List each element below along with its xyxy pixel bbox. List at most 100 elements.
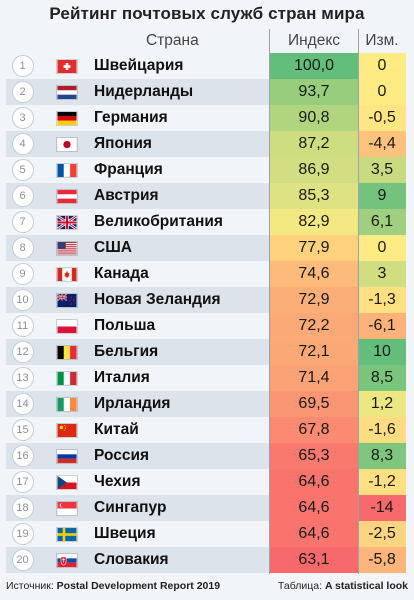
flag-france-icon bbox=[54, 157, 80, 183]
flag-italy-icon bbox=[54, 365, 80, 391]
index-value: 67,8 bbox=[269, 417, 359, 443]
country-name: Чехия bbox=[94, 473, 141, 490]
table-row: 7 Великобритания 82,9 6,1 bbox=[6, 209, 406, 235]
table-row: 20 Словакия 63,1 -5,8 bbox=[6, 547, 406, 573]
flag-singapore-icon bbox=[54, 495, 80, 521]
index-value: 71,4 bbox=[269, 365, 359, 391]
index-value: 100,0 bbox=[269, 53, 359, 79]
change-value: 1,2 bbox=[358, 391, 406, 417]
country-name: Канада bbox=[94, 265, 149, 282]
change-value: 8,3 bbox=[358, 443, 406, 469]
table-row: 10 Новая Зеландия 72,9 -1,3 bbox=[6, 287, 406, 313]
table-value: A statistical look bbox=[324, 580, 408, 592]
index-value: 85,3 bbox=[269, 183, 359, 209]
rank-cell: 3 bbox=[6, 105, 39, 131]
country-name: Швейцария bbox=[94, 57, 184, 74]
change-value: 8,5 bbox=[358, 365, 406, 391]
flag-united-kingdom-icon bbox=[54, 209, 80, 235]
rank-cell: 13 bbox=[6, 365, 39, 391]
index-value: 64,6 bbox=[269, 469, 359, 495]
change-value: -2,5 bbox=[358, 521, 406, 547]
rank-cell: 10 bbox=[6, 287, 39, 313]
rank-cell: 14 bbox=[6, 391, 39, 417]
flag-canada-icon bbox=[54, 261, 80, 287]
flag-slovakia-icon bbox=[54, 547, 80, 573]
rank-number: 16 bbox=[11, 445, 34, 467]
table-row: 13 Италия 71,4 8,5 bbox=[6, 365, 406, 391]
change-value: 3 bbox=[358, 261, 406, 287]
rank-cell: 15 bbox=[6, 417, 39, 443]
rank-cell: 9 bbox=[6, 261, 39, 287]
country-name: Польша bbox=[94, 317, 156, 334]
change-value: -6,1 bbox=[358, 313, 406, 339]
flag-japan-icon bbox=[54, 131, 80, 157]
change-value: -1,2 bbox=[358, 469, 406, 495]
ranking-table: Страна Индекс Изм. 1 Швейцария 100,0 0 2 Ниде… bbox=[6, 29, 406, 574]
rank-number: 13 bbox=[11, 367, 34, 389]
rank-cell: 17 bbox=[6, 469, 39, 495]
flag-ireland-icon bbox=[54, 391, 80, 417]
rank-cell: 4 bbox=[6, 131, 39, 157]
country-name: Япония bbox=[94, 135, 152, 152]
flag-china-icon bbox=[54, 417, 80, 443]
flag-czech-icon bbox=[54, 469, 80, 495]
change-value: 6,1 bbox=[358, 209, 406, 235]
country-name: Великобритания bbox=[94, 213, 223, 230]
change-value: 3,5 bbox=[358, 157, 406, 183]
rank-number: 3 bbox=[11, 107, 34, 129]
change-value: 0 bbox=[358, 53, 406, 79]
column-divider bbox=[269, 29, 270, 574]
table-row: 6 Австрия 85,3 9 bbox=[6, 183, 406, 209]
rank-cell: 1 bbox=[6, 53, 39, 79]
table-row: 15 Китай 67,8 -1,6 bbox=[6, 417, 406, 443]
source-note: Источник: Postal Development Report 2019 bbox=[6, 580, 220, 592]
header-country: Страна bbox=[146, 32, 199, 49]
index-value: 64,6 bbox=[269, 495, 359, 521]
country-name: Китай bbox=[94, 421, 139, 438]
index-value: 69,5 bbox=[269, 391, 359, 417]
rank-number: 4 bbox=[11, 133, 34, 155]
flag-germany-icon bbox=[54, 105, 80, 131]
rank-number: 2 bbox=[11, 81, 34, 103]
change-value: 0 bbox=[358, 235, 406, 261]
table-row: 11 Польша 72,2 -6,1 bbox=[6, 313, 406, 339]
table-row: 5 Франция 86,9 3,5 bbox=[6, 157, 406, 183]
country-name: Нидерланды bbox=[94, 83, 194, 100]
flag-switzerland-icon bbox=[54, 53, 80, 79]
index-value: 72,9 bbox=[269, 287, 359, 313]
rank-number: 1 bbox=[11, 55, 34, 77]
rank-cell: 6 bbox=[6, 183, 39, 209]
index-value: 90,8 bbox=[269, 105, 359, 131]
rank-cell: 8 bbox=[6, 235, 39, 261]
flag-austria-icon bbox=[54, 183, 80, 209]
rank-number: 8 bbox=[11, 237, 34, 259]
rank-number: 9 bbox=[11, 263, 34, 285]
change-value: 0 bbox=[358, 79, 406, 105]
country-name: Сингапур bbox=[94, 499, 167, 516]
rank-cell: 5 bbox=[6, 157, 39, 183]
rank-number: 15 bbox=[11, 419, 34, 441]
country-name: Германия bbox=[94, 109, 168, 126]
flag-usa-icon bbox=[54, 235, 80, 261]
table-row: 17 Чехия 64,6 -1,2 bbox=[6, 469, 406, 495]
index-value: 72,1 bbox=[269, 339, 359, 365]
page-title: Рейтинг почтовых служб стран мира bbox=[49, 4, 365, 23]
rank-cell: 7 bbox=[6, 209, 39, 235]
header-index: Индекс bbox=[287, 32, 341, 49]
index-value: 82,9 bbox=[269, 209, 359, 235]
rank-number: 19 bbox=[11, 523, 34, 545]
rank-number: 20 bbox=[11, 549, 34, 571]
flag-sweden-icon bbox=[54, 521, 80, 547]
rank-cell: 20 bbox=[6, 547, 39, 573]
index-value: 86,9 bbox=[269, 157, 359, 183]
index-value: 72,2 bbox=[269, 313, 359, 339]
index-value: 64,6 bbox=[269, 521, 359, 547]
table-row: 9 Канада 74,6 3 bbox=[6, 261, 406, 287]
rank-cell: 12 bbox=[6, 339, 39, 365]
change-value: 10 bbox=[358, 339, 406, 365]
table-row: 12 Бельгия 72,1 10 bbox=[6, 339, 406, 365]
table-label: Таблица: bbox=[277, 580, 323, 592]
rank-number: 6 bbox=[11, 185, 34, 207]
country-name: Россия bbox=[94, 447, 150, 464]
rank-cell: 11 bbox=[6, 313, 39, 339]
